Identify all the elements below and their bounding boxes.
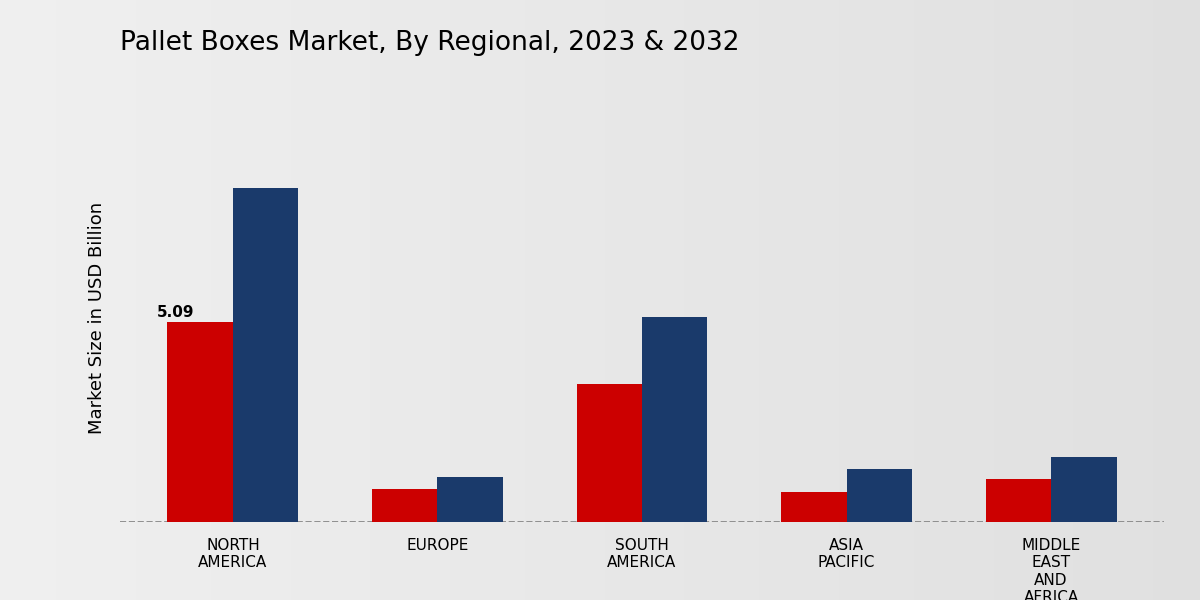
Bar (985, 479, 1051, 522)
Bar (1051, 457, 1116, 522)
Bar (372, 488, 438, 522)
Bar (642, 317, 708, 522)
Bar (781, 493, 846, 522)
Bar (438, 477, 503, 522)
Bar (576, 384, 642, 522)
Text: 5.09: 5.09 (156, 305, 194, 320)
Y-axis label: Market Size in USD Billion: Market Size in USD Billion (88, 202, 106, 434)
Bar (168, 322, 233, 522)
Legend: 2023, 2032: 2023, 2032 (924, 0, 1154, 5)
Bar (233, 188, 299, 522)
Text: Pallet Boxes Market, By Regional, 2023 & 2032: Pallet Boxes Market, By Regional, 2023 &… (120, 30, 739, 56)
Bar (846, 469, 912, 522)
